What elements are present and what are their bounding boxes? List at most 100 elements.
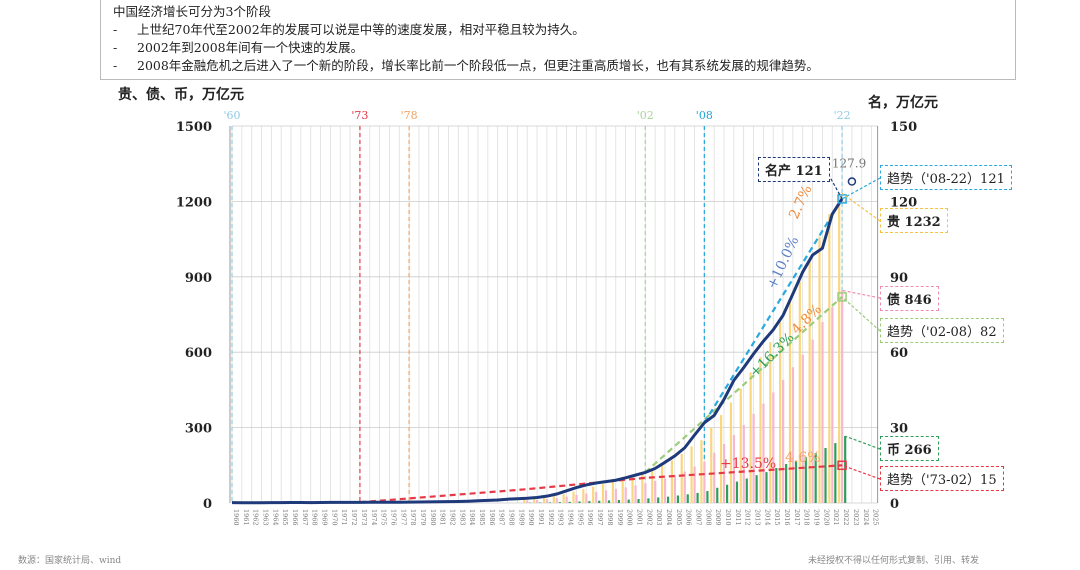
growth-rate-label: 4.6% [785,450,821,466]
bar-贵 [592,486,595,503]
x-tick-label: 1990 [527,509,535,526]
bar-债 [545,499,549,503]
x-tick-label: 1983 [458,509,466,526]
bar-贵 [779,322,782,503]
bar-贵 [670,460,673,503]
x-tick-label: 1968 [311,509,319,526]
bar-债 [565,496,568,503]
left-tick-label: 0 [203,497,212,512]
trend-line [644,296,843,474]
x-tick-label: 2021 [832,509,840,526]
bar-币 [726,484,729,503]
endpoint-marker [837,460,847,471]
bar-贵 [749,372,752,503]
marker-label: '02 [637,109,654,122]
x-tick-label: 2016 [783,509,791,526]
x-tick-label: 1985 [478,509,486,526]
x-tick-label: 2022 [842,509,850,526]
bar-贵 [828,213,831,503]
bar-币 [666,496,670,503]
bar-债 [575,494,578,503]
bar-币 [598,500,601,503]
bar-贵 [680,453,683,503]
x-tick-label: 1998 [606,509,614,526]
bar-债 [821,322,824,503]
bar-债 [693,466,696,503]
bar-币 [637,499,640,503]
x-tick-label: 1960 [232,509,240,526]
x-tick-label: 2005 [675,509,683,526]
x-tick-label: 1992 [547,509,555,526]
x-tick-label: 2002 [645,509,653,526]
callout-debt: 债 846 [880,286,939,311]
x-tick-label: 1982 [448,509,456,526]
marker-label: '78 [401,109,418,122]
x-tick-label: 1969 [321,509,329,526]
bar-债 [713,452,716,503]
x-tick-label: 1989 [517,509,525,526]
x-tick-label: 2014 [763,509,771,526]
x-tick-label: 1993 [557,509,565,526]
x-tick-label: 1974 [370,509,378,526]
bar-币 [785,464,788,503]
bar-贵 [631,476,634,503]
bar-币 [814,453,817,503]
bar-币 [735,481,739,503]
copyright-note: 未经授权不得以任何形式复制、引用、转发 [808,556,980,566]
bar-贵 [700,440,703,503]
x-tick-label: 1962 [252,509,260,526]
source-note: 数源：国家统计局、wind [18,556,122,566]
x-tick-label: 1981 [439,509,447,526]
right-tick-label: 0 [890,497,899,512]
callout-trend-02-08: 趋势（'02-08）82 [880,318,1004,343]
marker-label: '60 [223,109,240,122]
marker-label: '08 [696,109,713,122]
bar-债 [683,471,686,503]
bar-债 [663,478,667,503]
bar-币 [627,499,630,503]
x-tick-label: 1961 [242,509,250,526]
callout-leader [841,464,881,480]
bar-贵 [808,261,811,503]
bar-币 [755,475,758,503]
bar-贵 [582,489,585,503]
bar-贵 [720,415,723,503]
x-tick-label: 1991 [537,509,545,526]
x-tick-label: 1975 [380,509,388,526]
bar-债 [644,483,647,503]
x-tick-label: 1995 [576,509,584,526]
left-tick-label: 1500 [176,120,212,135]
x-tick-label: 2020 [822,509,830,526]
bar-债 [772,392,775,503]
bar-贵 [641,473,644,503]
bar-币 [676,495,679,503]
bar-贵 [611,481,614,503]
bar-债 [841,290,844,503]
bar-币 [824,448,827,503]
x-tick-label: 1978 [409,509,417,526]
callout-money: 币 266 [880,436,939,461]
callout-leader [841,289,881,299]
x-tick-label: 1971 [340,509,348,526]
x-tick-label: 2000 [626,509,634,526]
left-tick-label: 300 [185,422,212,437]
gdp-line [231,198,844,505]
note-title: 中国经济增长可分为3个阶段 [113,4,271,19]
bar-债 [595,491,598,503]
x-tick-label: 2007 [694,509,702,526]
bar-贵 [621,479,624,503]
bar-贵 [552,495,555,503]
x-tick-label: 2011 [734,509,742,526]
bar-债 [536,499,539,503]
bar-贵 [542,497,546,503]
callout-leader [844,435,881,450]
note-bullet: -2008年金融危机之后进入了一个新的阶段，增长率比前一个阶段低一点，但更注重高… [113,58,819,73]
x-tick-label: 2015 [773,509,781,526]
bar-债 [673,475,676,503]
bar-债 [654,480,657,503]
bar-币 [834,443,837,503]
right-tick-label: 150 [890,120,917,135]
right-tick-label: 60 [890,346,908,361]
bar-币 [617,499,620,503]
